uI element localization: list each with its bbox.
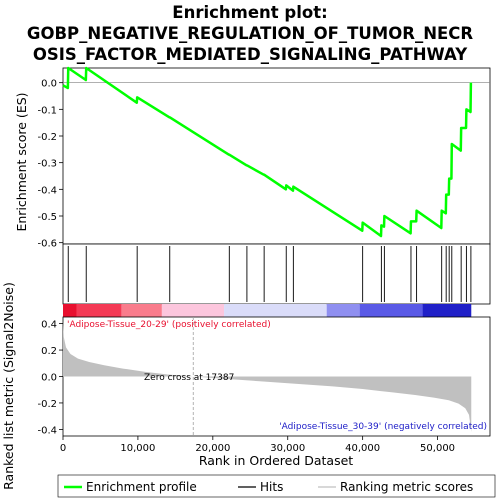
metric-y-tick-label: 0.4 bbox=[41, 320, 57, 331]
legend-label: Ranking metric scores bbox=[340, 480, 473, 494]
color-bar-segment bbox=[326, 304, 360, 317]
es-y-tick-label: -0.6 bbox=[37, 239, 57, 250]
negative-correlation-label: 'Adipose-Tissue_30-39' (negatively corre… bbox=[279, 422, 487, 432]
es-plot-area bbox=[62, 67, 491, 245]
hits-area bbox=[62, 243, 491, 305]
metric-y-tick-label: 0.0 bbox=[41, 373, 57, 384]
legend-label: Hits bbox=[260, 480, 283, 494]
metric-y-tick-label: 0.2 bbox=[41, 346, 57, 357]
ranking-metric-area bbox=[63, 320, 472, 433]
es-y-tick-label: -0.1 bbox=[37, 105, 57, 116]
ranking-color-bar bbox=[63, 304, 472, 317]
enrichment-profile-line bbox=[62, 66, 473, 238]
legend: Enrichment profile Hits Ranking metric sco… bbox=[64, 480, 473, 494]
x-tick-label: 10,000 bbox=[120, 443, 155, 454]
zero-cross-label: Zero cross at 17387 bbox=[144, 373, 234, 383]
legend-box bbox=[57, 474, 496, 498]
es-y-tick-label: -0.3 bbox=[37, 159, 57, 170]
x-tick-label: 0 bbox=[60, 443, 66, 454]
chart-title-line-1: Enrichment plot: bbox=[172, 3, 327, 22]
x-tick-label: 50,000 bbox=[420, 443, 455, 454]
color-bar-segment bbox=[63, 304, 77, 317]
es-y-tick-label: -0.4 bbox=[37, 185, 57, 196]
color-bar-segment bbox=[224, 304, 327, 317]
color-bar-segment bbox=[359, 304, 423, 317]
metric-y-tick-label: -0.4 bbox=[37, 425, 57, 436]
color-bar-segment bbox=[121, 304, 162, 317]
x-axis-label: Rank in Ordered Dataset bbox=[199, 453, 353, 468]
x-tick-label: 30,000 bbox=[270, 443, 305, 454]
color-bar-segment bbox=[161, 304, 225, 317]
es-y-tick-label: -0.2 bbox=[37, 132, 57, 143]
metric-y-axis-label: Ranked list metric (Signal2Noise) bbox=[1, 282, 16, 490]
chart-title-line-2: GOBP_NEGATIVE_REGULATION_OF_TUMOR_NECR bbox=[27, 24, 473, 43]
x-tick-label: 20,000 bbox=[195, 443, 230, 454]
x-tick-label: 40,000 bbox=[345, 443, 380, 454]
x-axis: 0 10,000 20,000 30,000 40,000 50,000 bbox=[60, 436, 455, 454]
color-bar-segment bbox=[76, 304, 122, 317]
es-y-axis-label: Enrichment score (ES) bbox=[14, 92, 29, 231]
color-bar-segment bbox=[422, 304, 472, 317]
metric-y-axis: 0.4 0.2 0.0 -0.2 -0.4 bbox=[37, 320, 63, 436]
hit-markers bbox=[67, 246, 472, 302]
metric-y-tick-label: -0.2 bbox=[37, 399, 57, 410]
chart-title-line-3: OSIS_FACTOR_MEDIATED_SIGNALING_PATHWAY bbox=[33, 45, 468, 64]
es-y-tick-label: 0.0 bbox=[41, 79, 57, 90]
positive-correlation-label: 'Adipose-Tissue_20-29' (positively corre… bbox=[67, 320, 271, 330]
es-y-axis: 0.0 -0.1 -0.2 -0.3 -0.4 -0.5 -0.6 bbox=[37, 79, 63, 250]
es-y-tick-label: -0.5 bbox=[37, 212, 57, 223]
legend-label: Enrichment profile bbox=[86, 480, 197, 494]
